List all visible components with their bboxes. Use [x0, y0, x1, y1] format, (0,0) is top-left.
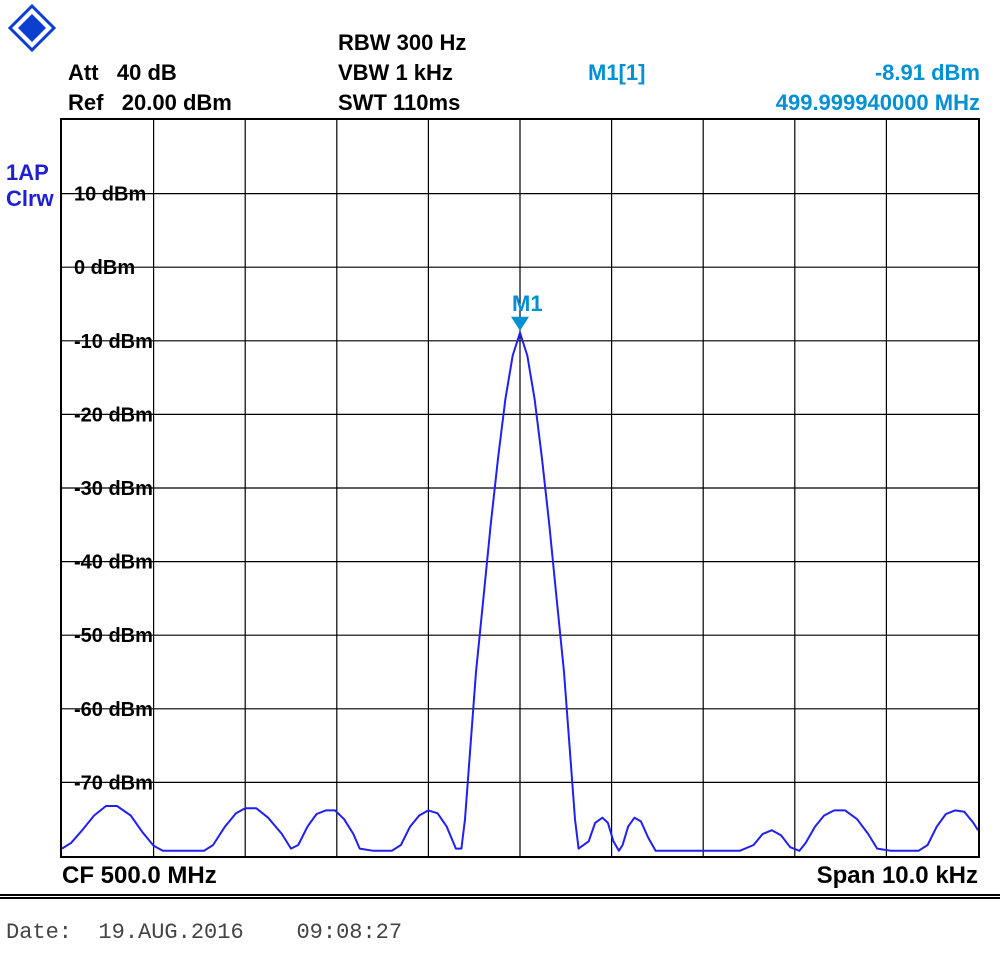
brand-logo: [8, 4, 56, 55]
rbw-value: 300 Hz: [397, 30, 467, 55]
svg-text:-50 dBm: -50 dBm: [74, 625, 153, 647]
svg-text:-60 dBm: -60 dBm: [74, 699, 153, 721]
time-value: 09:08:27: [296, 920, 402, 945]
divider: [0, 894, 1000, 899]
center-frequency-label: CF 500.0 MHz: [62, 862, 217, 890]
trace-mode-line1: 1AP: [6, 160, 54, 186]
vbw-value: 1 kHz: [395, 60, 452, 85]
timestamp: Date: 19.AUG.2016 09:08:27: [6, 920, 402, 945]
swt-label: SWT: [338, 90, 387, 115]
vbw-label: VBW: [338, 60, 389, 85]
swt-value: 110ms: [393, 90, 460, 115]
att-value: 40 dB: [117, 60, 177, 85]
svg-text:-30 dBm: -30 dBm: [74, 478, 153, 500]
svg-text:0 dBm: 0 dBm: [74, 257, 135, 279]
date-label: Date:: [6, 920, 72, 945]
spectrum-plot: 10 dBm 0 dBm -10 dBm -20 dBm -30 dBm -40 dBm -…: [60, 118, 980, 858]
svg-text:10 dBm: 10 dBm: [74, 184, 146, 206]
svg-text:-10 dBm: -10 dBm: [74, 331, 153, 353]
marker-amplitude: -8.91 dBm: [718, 58, 980, 88]
span-label: Span 10.0 kHz: [817, 862, 978, 890]
svg-text:-40 dBm: -40 dBm: [74, 552, 153, 574]
date-value: 19.AUG.2016: [98, 920, 243, 945]
ref-label: Ref: [68, 90, 103, 115]
marker-id: M1[1]: [588, 58, 718, 88]
trace-mode-annotation: 1AP Clrw: [6, 160, 54, 212]
svg-text:-70 dBm: -70 dBm: [74, 772, 153, 794]
header-readouts: RBW 300 Hz Att 40 dB VBW 1 kHz M1[1] -8.…: [68, 28, 980, 118]
trace-mode-line2: Clrw: [6, 186, 54, 212]
svg-text:M1: M1: [512, 291, 543, 316]
spectrum-svg: 10 dBm 0 dBm -10 dBm -20 dBm -30 dBm -40 dBm -…: [62, 120, 978, 856]
rbw-label: RBW: [338, 30, 391, 55]
svg-text:-20 dBm: -20 dBm: [74, 404, 153, 426]
marker-frequency: 499.999940000 MHz: [718, 88, 980, 118]
att-label: Att: [68, 60, 99, 85]
ref-value: 20.00 dBm: [122, 90, 232, 115]
